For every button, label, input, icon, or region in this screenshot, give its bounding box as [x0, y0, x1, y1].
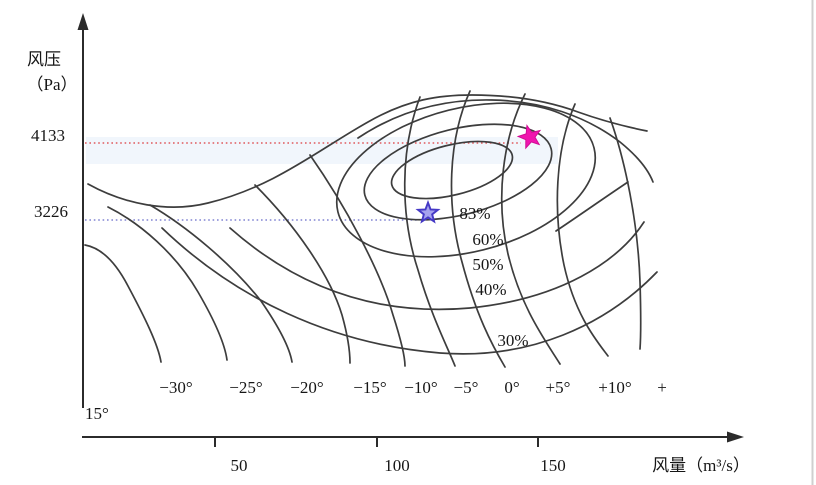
y-axis-value-label: 3226 [34, 202, 68, 221]
blade-angle-label: −25° [229, 378, 262, 397]
efficiency-label: 60% [472, 230, 503, 249]
efficiency-contour-ellipse [363, 123, 553, 221]
efficiency-label: 30% [497, 331, 528, 350]
x-axis-tick-label: 100 [384, 456, 410, 475]
blade-angle-label: +5° [546, 378, 571, 397]
star-marker [415, 199, 441, 224]
efficiency-contour-arc [161, 227, 658, 355]
efficiency-contour-ellipse [335, 102, 597, 258]
blade-angle-label-wrapped: 15° [85, 404, 109, 423]
y-axis-arrow-icon [77, 13, 89, 30]
x-axis-title: 风量（m³/s） [652, 456, 750, 475]
blade-angle-label: +10° [598, 378, 631, 397]
blade-angle-curve [84, 244, 162, 363]
blade-angle-label: 0° [504, 378, 519, 397]
blade-angle-curve [403, 96, 456, 367]
efficiency-label: 40% [475, 280, 506, 299]
x-axis-tick-label: 150 [540, 456, 566, 475]
blade-angle-curve [450, 90, 506, 368]
x-axis-arrow-icon [727, 431, 744, 443]
y-axis-value-label: 4133 [31, 126, 65, 145]
blade-angle-curve [149, 204, 293, 363]
efficiency-label: 83% [459, 204, 490, 223]
blade-angle-curve [500, 93, 561, 365]
blade-angle-curve [107, 206, 228, 361]
x-axis-tick-label: 50 [231, 456, 248, 475]
blade-angle-label: + [657, 378, 667, 397]
efficiency-contour-arc [229, 221, 645, 311]
efficiency-contour-arc [87, 94, 648, 208]
efficiency-contour-ellipse [390, 140, 514, 200]
y-axis-title: 风压 [27, 50, 61, 69]
blade-angle-label: −20° [290, 378, 323, 397]
star-marker [516, 124, 542, 150]
y-axis-title-unit: （Pa） [27, 75, 78, 94]
blade-angle-label: −5° [454, 378, 479, 397]
blade-angle-label: −10° [404, 378, 437, 397]
efficiency-contour-arc [555, 181, 629, 232]
blade-angle-curve [556, 103, 609, 357]
blade-angle-curve [309, 154, 406, 367]
blade-angle-curve [254, 184, 351, 364]
blade-angle-curve [609, 117, 642, 350]
blade-angle-label: −15° [353, 378, 386, 397]
blade-angle-label: −30° [159, 378, 192, 397]
efficiency-label: 50% [472, 255, 503, 274]
